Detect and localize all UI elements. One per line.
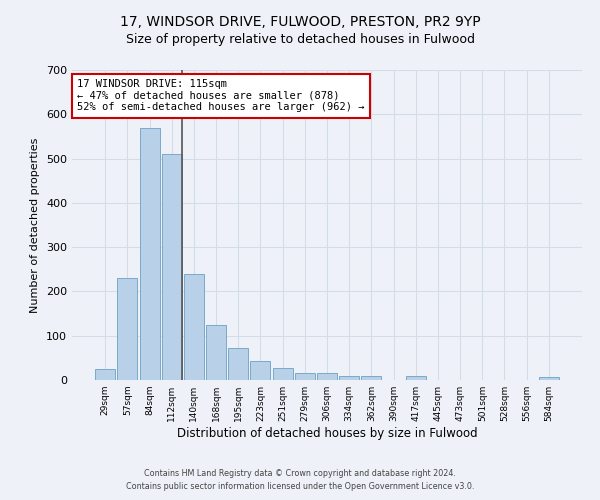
- Bar: [361, 376, 382, 380]
- Bar: [250, 362, 271, 380]
- Bar: [317, 374, 337, 380]
- Bar: [295, 374, 315, 380]
- Bar: [539, 377, 559, 380]
- Bar: [140, 128, 160, 380]
- Bar: [272, 368, 293, 380]
- Bar: [118, 278, 137, 380]
- Bar: [406, 376, 426, 380]
- Bar: [184, 274, 204, 380]
- Bar: [339, 376, 359, 380]
- Y-axis label: Number of detached properties: Number of detached properties: [31, 138, 40, 312]
- Bar: [162, 154, 182, 380]
- Bar: [228, 348, 248, 380]
- Text: 17 WINDSOR DRIVE: 115sqm
← 47% of detached houses are smaller (878)
52% of semi-: 17 WINDSOR DRIVE: 115sqm ← 47% of detach…: [77, 80, 365, 112]
- Text: Contains HM Land Registry data © Crown copyright and database right 2024.: Contains HM Land Registry data © Crown c…: [144, 468, 456, 477]
- X-axis label: Distribution of detached houses by size in Fulwood: Distribution of detached houses by size …: [176, 427, 478, 440]
- Text: Size of property relative to detached houses in Fulwood: Size of property relative to detached ho…: [125, 32, 475, 46]
- Text: 17, WINDSOR DRIVE, FULWOOD, PRESTON, PR2 9YP: 17, WINDSOR DRIVE, FULWOOD, PRESTON, PR2…: [119, 15, 481, 29]
- Bar: [95, 369, 115, 380]
- Bar: [206, 324, 226, 380]
- Text: Contains public sector information licensed under the Open Government Licence v3: Contains public sector information licen…: [126, 482, 474, 491]
